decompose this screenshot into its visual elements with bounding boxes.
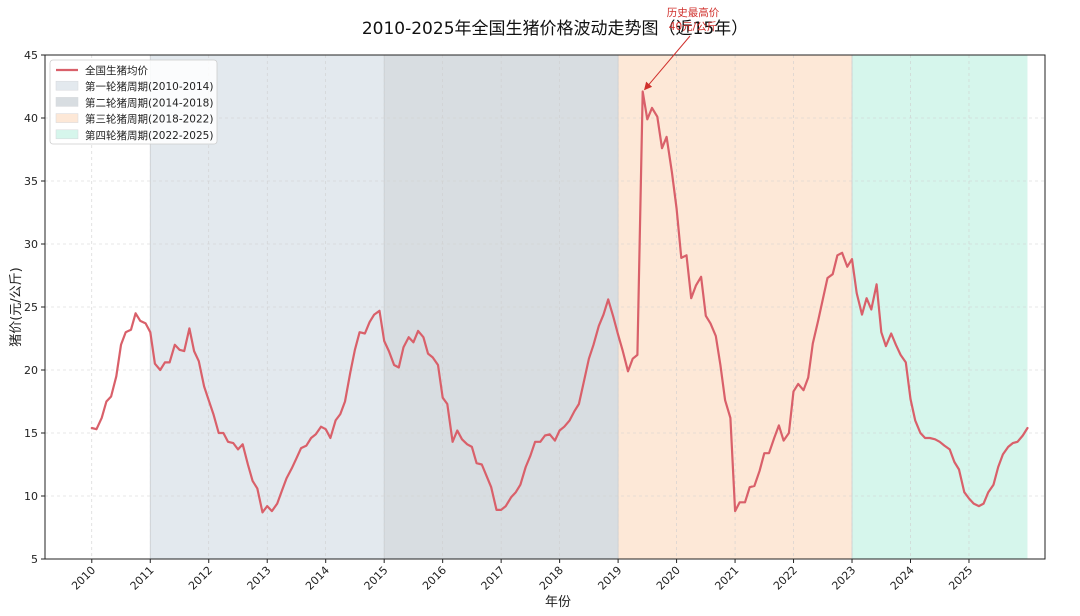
x-axis-title: 年份 — [545, 595, 571, 610]
y-tick-label: 25 — [24, 301, 38, 314]
series-layer — [90, 90, 1029, 514]
x-tick-label: 2014 — [303, 564, 332, 593]
legend-label: 第三轮猪周期(2018-2022) — [85, 113, 213, 126]
legend-label: 全国生猪均价 — [85, 64, 148, 77]
x-tick-label: 2013 — [245, 564, 274, 593]
x-tick-label: 2017 — [479, 564, 508, 593]
x-tick-label: 2011 — [128, 564, 157, 593]
y-tick-label: 30 — [24, 238, 38, 251]
x-tick-label: 2012 — [186, 564, 215, 593]
annotation-arrow — [644, 35, 691, 91]
x-tick-label: 2024 — [888, 564, 917, 593]
x-tick-label: 2016 — [420, 564, 449, 593]
y-tick-label: 10 — [24, 490, 38, 503]
y-tick-label: 40 — [24, 112, 38, 125]
x-tick-label: 2018 — [537, 564, 566, 593]
x-tick-label: 2015 — [362, 564, 391, 593]
x-tick-label: 2023 — [829, 564, 858, 593]
series-line-1 — [90, 90, 1029, 514]
x-tick-label: 2010 — [69, 564, 98, 593]
y-tick-label: 15 — [24, 427, 38, 440]
legend-label: 第一轮猪周期(2010-2014) — [85, 80, 213, 93]
chart-title: 2010-2025年全国生猪价格波动走势图（近15年） — [362, 19, 748, 39]
legend-box — [49, 59, 218, 145]
y-axis-title: 猪价(元/公斤) — [9, 267, 24, 347]
x-tick-label: 2021 — [712, 564, 741, 593]
annotation-text-line2: 40元/公斤 — [669, 21, 717, 33]
legend-swatch-patch — [55, 97, 79, 107]
y-tick-label: 45 — [24, 49, 38, 62]
legend-label: 第二轮猪周期(2014-2018) — [85, 96, 213, 109]
x-tick-label: 2022 — [771, 564, 800, 593]
annotation-text-line1: 历史最高价 — [667, 6, 720, 19]
y-tick-label: 35 — [24, 175, 38, 188]
x-tick-label: 2020 — [654, 564, 683, 593]
legend-swatch-patch — [55, 80, 79, 91]
peak-annotation: 历史最高价 40元/公斤 — [644, 6, 720, 91]
x-tick-label: 2025 — [946, 564, 975, 593]
legend-label: 第四轮猪周期(2022-2025) — [85, 129, 213, 142]
y-tick-label: 20 — [24, 364, 38, 377]
y-tick-label: 5 — [31, 553, 38, 566]
legend-swatch-patch — [55, 113, 79, 123]
x-tick-label: 2019 — [595, 564, 624, 593]
legend-swatch-patch — [55, 129, 79, 140]
